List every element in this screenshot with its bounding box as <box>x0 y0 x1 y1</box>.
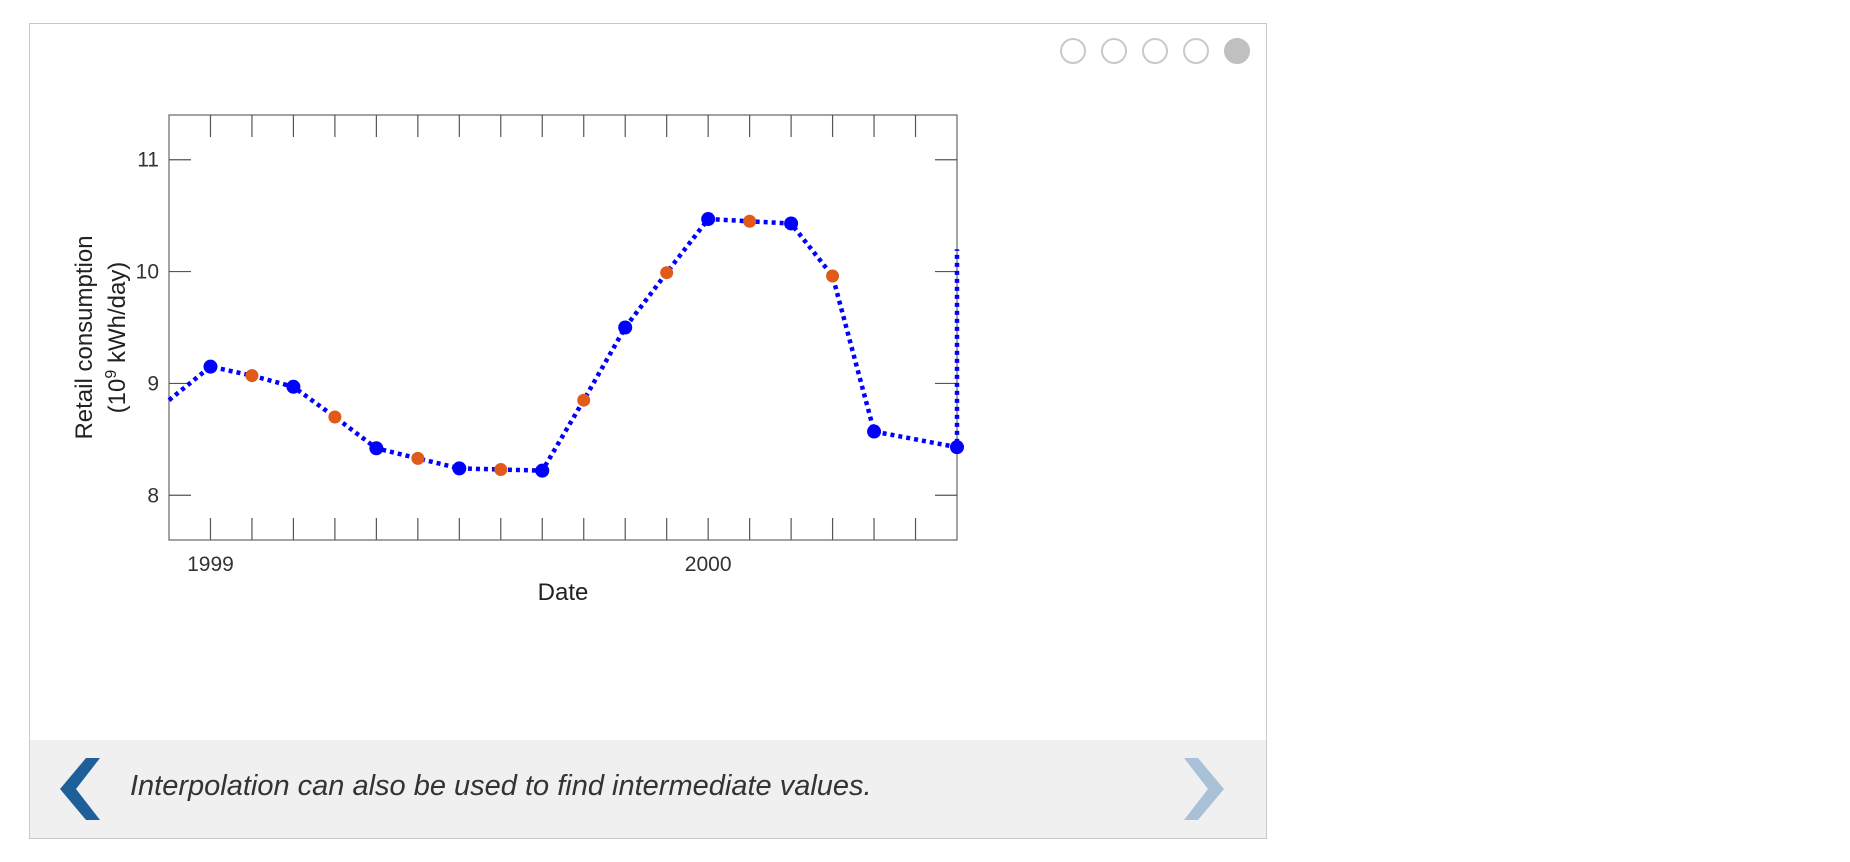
caption-text: Interpolation can also be used to find i… <box>130 770 872 802</box>
interpolated-point-5 <box>577 393 591 407</box>
slide-frame: 8 9 10 11 1999 2000 Date Retail consumption (109… <box>29 23 1267 839</box>
data-point-1 <box>203 359 218 374</box>
slide-dot-5[interactable] <box>1224 38 1250 64</box>
y-axis-label-line1: Retail consumption <box>71 235 98 439</box>
interpolated-point-4 <box>494 463 508 477</box>
x-axis-label: Date <box>538 579 589 606</box>
y-axis-label-line2: (109 kWh/day) <box>103 262 131 414</box>
y-tick-label: 8 <box>147 484 159 507</box>
data-point-6 <box>618 320 633 335</box>
plot-area-frame <box>168 114 958 541</box>
data-point-4 <box>452 461 467 476</box>
data-point-7 <box>701 212 716 227</box>
data-point-5 <box>535 463 550 478</box>
y-tick-label: 9 <box>147 372 159 395</box>
data-point-9 <box>867 424 882 439</box>
chart: 8 9 10 11 1999 2000 Date Retail consumption (109… <box>71 114 964 606</box>
data-point-8 <box>784 216 799 231</box>
interpolated-point-2 <box>328 410 342 424</box>
x-tick-label: 1999 <box>187 553 234 576</box>
slide-dot-3[interactable] <box>1142 38 1168 64</box>
interpolated-point-1 <box>245 369 259 383</box>
slide-dot-1[interactable] <box>1060 38 1086 64</box>
data-point-10 <box>950 440 964 455</box>
previous-button[interactable] <box>48 758 108 820</box>
chevron-right-icon <box>1184 758 1224 820</box>
interpolated-point-6 <box>660 266 674 280</box>
chevron-left-icon <box>60 758 100 820</box>
y-tick-label: 11 <box>137 149 159 172</box>
slide-dot-4[interactable] <box>1183 38 1209 64</box>
slide-dot-2[interactable] <box>1101 38 1127 64</box>
series-line <box>167 216 960 473</box>
data-point-2 <box>286 379 301 394</box>
slide-pager <box>1060 38 1250 64</box>
x-tick-label: 2000 <box>685 553 732 576</box>
next-button[interactable] <box>1176 758 1236 820</box>
data-point-3 <box>369 441 384 456</box>
caption-bar: Interpolation can also be used to find i… <box>30 740 1266 838</box>
interpolated-point-7 <box>743 214 757 228</box>
interpolated-point-8 <box>826 269 840 283</box>
interpolated-point-3 <box>411 451 425 465</box>
y-tick-label: 10 <box>136 261 159 284</box>
